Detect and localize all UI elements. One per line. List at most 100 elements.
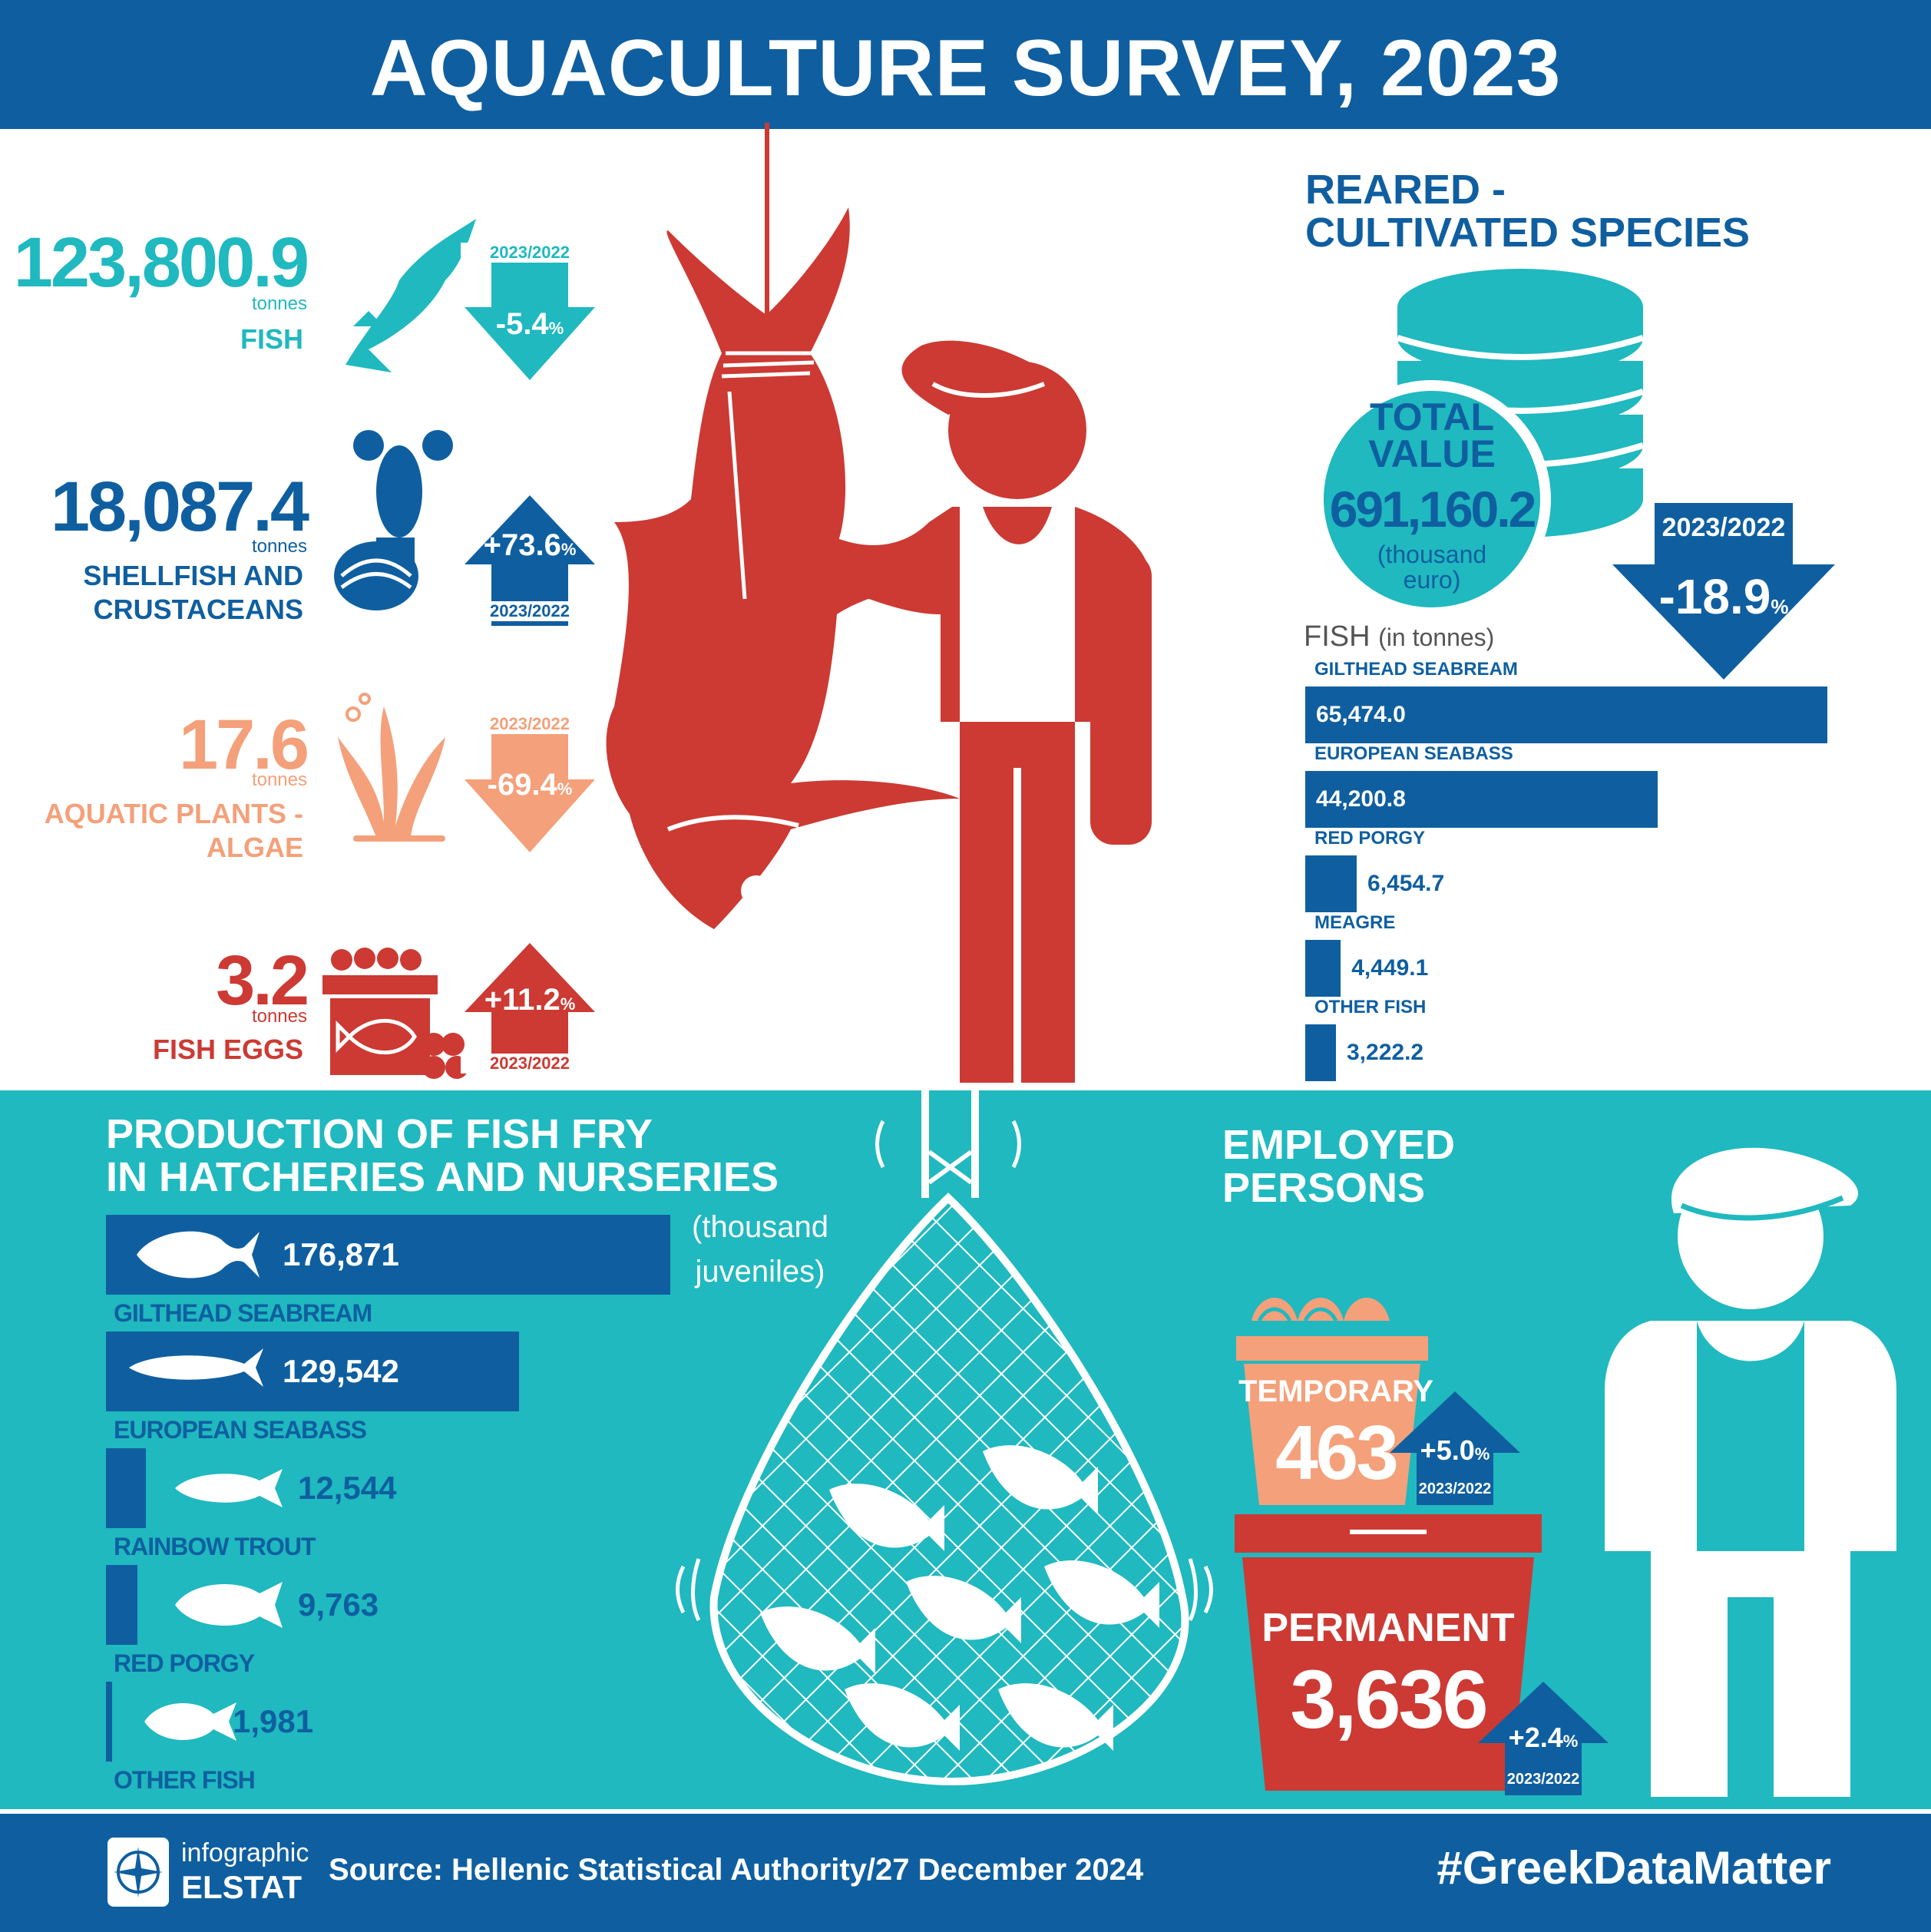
permanent-bucket-icon (1235, 1514, 1542, 1791)
fry-bar-value: 176,871 (283, 1236, 399, 1272)
lobster-icon (334, 430, 453, 610)
reared-bar-label: GILTHEAD SEABREAM (1314, 659, 1518, 680)
reared-bar-label: EUROPEAN SEABASS (1314, 743, 1513, 764)
fry-bar-label: OTHER FISH (114, 1766, 256, 1794)
fry-bar (106, 1448, 147, 1528)
fish-eggs-change-pct: +11.2% (484, 983, 576, 1017)
shellfish-tonnes-unit: tonnes (251, 536, 307, 557)
fish-change-pct: -5.4% (495, 307, 564, 341)
fish-tonnes-unit: tonnes (251, 293, 307, 314)
fish-silhouette-icon (129, 1348, 263, 1387)
fry-bar (106, 1565, 137, 1645)
fry-bar-chart: 176,871 GILTHEAD SEABREAM 129,542 EUROPEAN … (106, 1215, 689, 1798)
fish-change-year: 2023/2022 (461, 243, 599, 263)
shellfish-label: SHELLFISH AND CRUSTACEANS (83, 560, 303, 625)
fish-silhouette-icon (144, 1702, 236, 1741)
fry-unit-line1: (thousand (692, 1210, 828, 1244)
reared-bar-label: OTHER FISH (1314, 997, 1427, 1017)
temporary-basket-icon (1236, 1298, 1428, 1505)
reared-title-line2: CULTIVATED SPECIES (1305, 210, 1751, 256)
reared-bar (1305, 771, 1658, 828)
fish-eggs-tonnes-unit: tonnes (251, 1006, 307, 1027)
fish-eggs-tonnes-value: 3.2 (216, 941, 309, 1020)
fry-bar-value: 129,542 (283, 1353, 399, 1389)
fry-bar-label: RAINBOW TROUT (114, 1533, 316, 1560)
total-value-change-arrow-down (1612, 503, 1835, 680)
algae-icon (338, 693, 445, 842)
total-value-change-year: 2023/2022 (1662, 513, 1786, 542)
fry-title-line1: PRODUCTION OF FISH FRY (106, 1111, 653, 1157)
fish-chart-title: FISH (in tonnes) (1304, 620, 1495, 653)
temporary-change-year: 2023/2022 (1418, 1480, 1492, 1497)
algae-tonnes-value: 17.6 (178, 706, 309, 784)
shellfish-change-pct: +73.6% (483, 528, 577, 562)
fry-bar-value: 9,763 (298, 1586, 379, 1623)
permanent-change-pct: +2.4% (1508, 1722, 1579, 1753)
hashtag-text: #GreekDataMatter (1437, 1842, 1831, 1894)
shellfish-change-arrow-up (465, 495, 595, 626)
employed-title-line2: PERSONS (1222, 1165, 1426, 1211)
fish-eggs-label: FISH EGGS (152, 1034, 303, 1065)
fry-bar-label: EUROPEAN SEABASS (114, 1416, 367, 1444)
algae-change-arrow-down (465, 718, 595, 852)
permanent-value: 3,636 (1290, 1652, 1488, 1745)
total-value-label-2: VALUE (1368, 432, 1496, 475)
reared-bar (1305, 855, 1357, 912)
employed-title-line1: EMPLOYED (1222, 1122, 1456, 1168)
reared-bar-value: 6,454.7 (1367, 871, 1445, 896)
fish-label: FISH (240, 323, 303, 355)
fry-bar-label: RED PORGY (114, 1649, 255, 1677)
logo-text-line1: infographic (181, 1838, 309, 1867)
fish-silhouette-icon (175, 1582, 283, 1628)
logo-text-line2: ELSTAT (181, 1869, 303, 1905)
total-value-amount: 691,160.2 (1329, 481, 1537, 538)
reared-title-line1: REARED - (1305, 167, 1506, 213)
fry-title-line2: IN HATCHERIES AND NURSERIES (106, 1154, 779, 1200)
fry-bar-value: 12,544 (298, 1470, 397, 1506)
worker-icon (1605, 1147, 1896, 1797)
algae-change-year: 2023/2022 (461, 714, 599, 734)
source-text: Source: Hellenic Statistical Authority/2… (329, 1853, 1144, 1887)
temporary-label: TEMPORARY (1238, 1375, 1434, 1408)
fry-bar-label: GILTHEAD SEABREAM (114, 1299, 372, 1327)
algae-tonnes-unit: tonnes (251, 769, 307, 790)
fisherman-illustration (606, 123, 1152, 1083)
reared-bar-value: 44,200.8 (1316, 786, 1406, 812)
fishing-net-illustration (676, 1090, 1213, 1786)
shellfish-tonnes-value: 18,087.4 (50, 468, 309, 546)
temporary-change-pct: +5.0% (1420, 1434, 1490, 1466)
temporary-value: 463 (1275, 1410, 1399, 1496)
reared-bar (1305, 1024, 1336, 1081)
reared-bar-value: 4,449.1 (1351, 955, 1429, 981)
permanent-label: PERMANENT (1261, 1606, 1515, 1650)
fish-tonnes-value: 123,800.9 (13, 223, 309, 302)
elstat-logo-icon (107, 1838, 169, 1907)
algae-change-pct: -69.4% (487, 768, 573, 802)
reared-bar (1305, 940, 1341, 997)
algae-label: AQUATIC PLANTS - ALGAE (44, 798, 303, 863)
reared-bar-label: MEAGRE (1314, 912, 1396, 933)
total-value-unit-1: (thousand (1377, 541, 1487, 568)
total-value-change-pct: -18.9% (1658, 569, 1789, 624)
fry-unit-line2: juveniles) (695, 1255, 825, 1289)
footer-bar (0, 1814, 1931, 1932)
fry-bar-value: 1,981 (233, 1703, 314, 1739)
total-value-label-1: TOTAL (1369, 395, 1494, 438)
shellfish-change-year: 2023/2022 (461, 601, 599, 621)
permanent-change-arrow-up (1478, 1682, 1609, 1795)
fish-eggs-icon (322, 948, 468, 1079)
fish-icon (346, 219, 476, 372)
permanent-change-year: 2023/2022 (1506, 1771, 1580, 1788)
reared-fish-bar-chart: GILTHEAD SEABREAM 65,474.0 EUROPEAN SEABAS… (1305, 659, 1843, 1089)
fish-eggs-change-arrow-up (465, 943, 595, 1074)
total-value-unit-2: euro) (1403, 566, 1461, 594)
reared-bar-label: RED PORGY (1314, 828, 1426, 849)
fish-eggs-change-year: 2023/2022 (461, 1054, 599, 1074)
fry-bar (106, 1682, 113, 1762)
reared-bar-value: 3,222.2 (1347, 1040, 1424, 1065)
temporary-change-arrow-up (1390, 1391, 1520, 1505)
fish-change-arrow-down (465, 246, 595, 380)
fish-silhouette-icon (175, 1469, 283, 1507)
reared-bar-value: 65,474.0 (1316, 702, 1406, 727)
